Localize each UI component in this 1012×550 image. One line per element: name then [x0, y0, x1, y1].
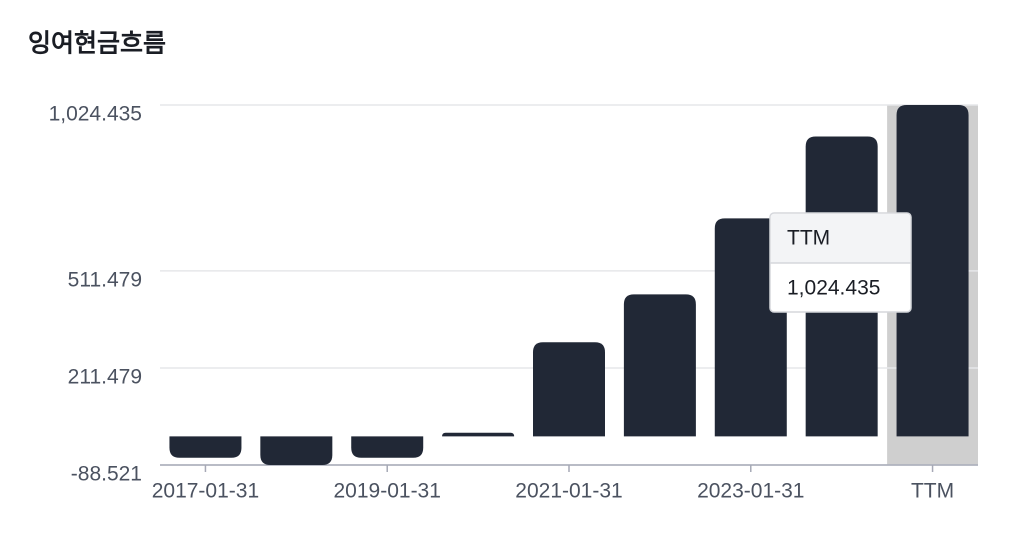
bar [351, 436, 424, 458]
bar [533, 342, 605, 437]
bar [896, 105, 969, 437]
tooltip-value: 1,024.435 [787, 277, 880, 300]
y-tick-label: 211.479 [68, 366, 142, 389]
x-tick-label: 2021-01-31 [515, 480, 622, 503]
bar [442, 432, 515, 437]
chart-title: 잉여현금흐름 [28, 30, 166, 58]
bar [714, 218, 787, 437]
bar [169, 436, 242, 458]
x-tick-label: TTM [911, 480, 954, 503]
tooltip-title: TTM [787, 227, 830, 250]
tooltip-header [771, 214, 910, 263]
y-tick-label: -88.521 [71, 463, 142, 486]
x-tick-label: 2017-01-31 [152, 480, 259, 503]
y-tick-label: 511.479 [68, 268, 142, 291]
x-tick-label: 2019-01-31 [334, 480, 441, 503]
y-tick-label: 1,024.435 [49, 103, 142, 126]
bar [623, 294, 696, 437]
bar [260, 436, 333, 465]
x-tick-label: 2023-01-31 [697, 480, 804, 503]
